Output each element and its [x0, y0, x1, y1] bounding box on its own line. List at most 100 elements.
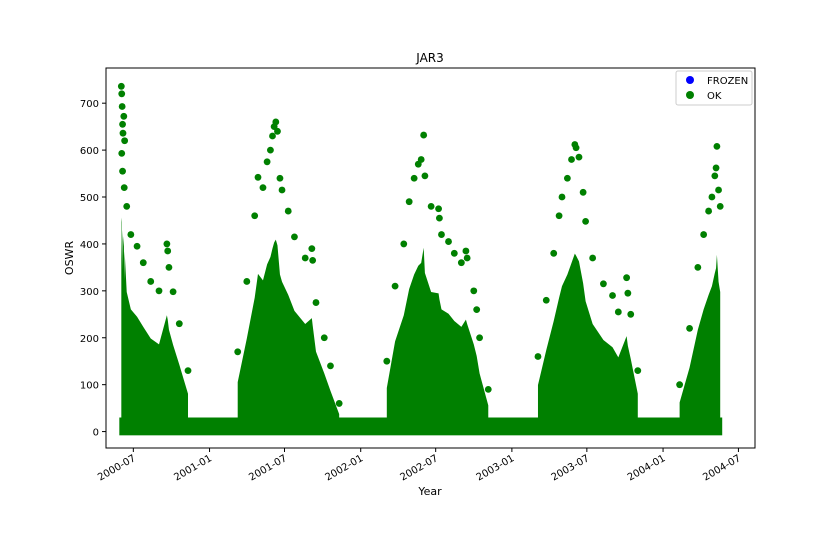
ok-point — [427, 202, 435, 210]
y-axis-label: OSWR — [63, 241, 76, 276]
ok-point — [119, 120, 126, 128]
ok-point — [118, 90, 126, 98]
ok-point — [634, 367, 642, 374]
ok-point — [614, 308, 622, 316]
ok-point — [484, 385, 492, 393]
ok-point — [676, 381, 684, 389]
ok-point — [405, 198, 413, 206]
ok-point — [435, 205, 442, 213]
ok-point — [259, 184, 267, 192]
ok-point — [123, 202, 131, 210]
ok-point — [127, 231, 135, 238]
ok-point — [335, 400, 343, 407]
ok-point — [462, 247, 470, 255]
ok-point — [708, 193, 716, 201]
ok-density-band — [386, 247, 489, 432]
ok-point — [417, 156, 425, 163]
ok-point — [175, 320, 183, 328]
ok-point — [147, 278, 155, 285]
ok-point — [184, 367, 192, 374]
ok-point — [712, 164, 720, 172]
ok-point — [251, 212, 259, 220]
ok-point — [400, 240, 408, 248]
ok-point — [450, 249, 458, 257]
ok-point — [276, 174, 284, 182]
ok-point — [155, 287, 163, 295]
ok-point — [589, 254, 597, 262]
ok-point — [121, 137, 129, 145]
ok-point — [421, 172, 429, 180]
ok-point — [410, 174, 418, 182]
y-tick-label: 100 — [80, 381, 99, 392]
ok-point — [686, 324, 693, 332]
ok-point — [118, 103, 126, 110]
ok-point — [119, 129, 127, 137]
ok-point — [534, 353, 542, 360]
ok-point — [575, 153, 583, 161]
legend-label-frozen: FROZEN — [707, 76, 748, 87]
y-tick-label: 600 — [80, 146, 99, 157]
ok-point — [309, 256, 317, 264]
ok-point — [278, 186, 286, 194]
y-tick-label: 300 — [80, 287, 99, 298]
ok-point — [457, 259, 465, 267]
ok-point — [284, 207, 292, 215]
ok-density-band — [537, 253, 638, 432]
ok-point — [234, 348, 242, 356]
ok-point — [700, 231, 708, 238]
ok-point — [715, 186, 722, 194]
ok-point — [163, 240, 171, 248]
ok-point — [164, 247, 172, 255]
ok-point — [445, 238, 452, 245]
y-tick-label: 200 — [80, 334, 99, 345]
ok-point — [627, 310, 635, 318]
ok-point — [624, 289, 632, 297]
ok-point — [263, 158, 271, 166]
ok-density-band — [121, 217, 189, 432]
ok-point — [301, 254, 309, 262]
ok-point — [327, 362, 334, 370]
ok-point — [169, 288, 177, 296]
y-tick-label: 400 — [80, 240, 99, 251]
ok-series-points — [117, 82, 724, 407]
ok-point — [716, 202, 724, 210]
ok-point — [550, 249, 558, 257]
ok-point — [139, 259, 147, 267]
ok-point — [558, 193, 566, 201]
ok-point — [609, 292, 616, 299]
ok-point — [438, 231, 445, 238]
x-axis-label: Year — [417, 485, 442, 498]
ok-density-band — [679, 254, 721, 432]
ok-point — [473, 306, 481, 314]
ok-point — [391, 282, 399, 290]
ok-point — [267, 146, 274, 154]
legend-label-ok: OK — [707, 91, 722, 102]
ok-point — [582, 218, 590, 225]
ok-point — [120, 184, 128, 192]
ok-point — [272, 118, 280, 126]
ok-point — [600, 280, 607, 288]
ok-point — [713, 142, 721, 150]
ok-point — [420, 131, 428, 139]
ok-point — [291, 233, 298, 241]
ok-point — [542, 296, 550, 304]
ok-point — [117, 82, 125, 90]
ok-point — [694, 263, 702, 271]
y-tick-label: 500 — [80, 193, 99, 204]
ok-point — [568, 156, 575, 163]
ok-point — [623, 274, 631, 282]
ok-point — [705, 207, 713, 215]
plot-frame — [105, 67, 756, 449]
ok-point — [320, 334, 328, 342]
legend-box — [675, 70, 753, 106]
ok-point — [436, 214, 443, 222]
ok-point — [120, 112, 128, 120]
ok-series-density — [119, 217, 723, 436]
ok-point — [383, 357, 391, 365]
ok-point — [119, 167, 126, 175]
ok-point — [269, 132, 276, 140]
ok-point — [555, 212, 563, 220]
ok-point — [243, 278, 251, 285]
ok-point — [118, 149, 126, 157]
ok-density-band — [237, 239, 340, 432]
